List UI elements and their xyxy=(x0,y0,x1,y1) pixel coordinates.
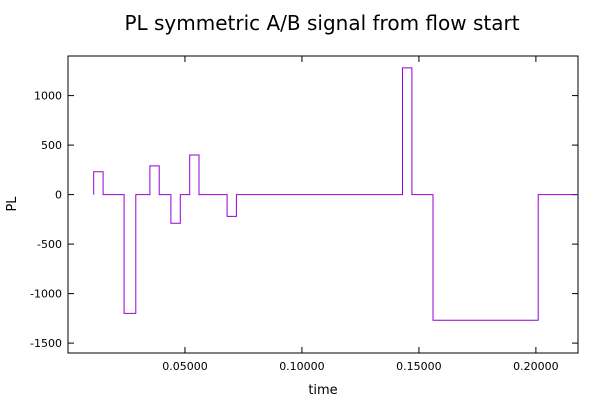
x-axis-label: time xyxy=(308,383,337,398)
series-line xyxy=(93,67,578,321)
plot-frame xyxy=(67,55,579,354)
x-tick-label: 0.05000 xyxy=(162,360,208,373)
y-tick-label: -1500 xyxy=(30,337,62,350)
y-tick-label: 0 xyxy=(55,189,62,202)
y-axis-label: PL xyxy=(5,196,20,212)
y-tick-label: 500 xyxy=(41,139,62,152)
y-axis: 1000 500 0 -500 -1000 -1500 xyxy=(30,90,578,350)
x-tick-label: 0.10000 xyxy=(279,360,325,373)
y-tick-label: -500 xyxy=(37,238,62,251)
y-tick-label: 1000 xyxy=(34,90,62,103)
y-tick-label: -1000 xyxy=(30,288,62,301)
x-tick-label: 0.15000 xyxy=(396,360,442,373)
chart-title: PL symmetric A/B signal from flow start xyxy=(124,11,519,35)
x-tick-label: 0.20000 xyxy=(513,360,559,373)
x-axis: 0.05000 0.10000 0.15000 0.20000 xyxy=(162,56,559,373)
